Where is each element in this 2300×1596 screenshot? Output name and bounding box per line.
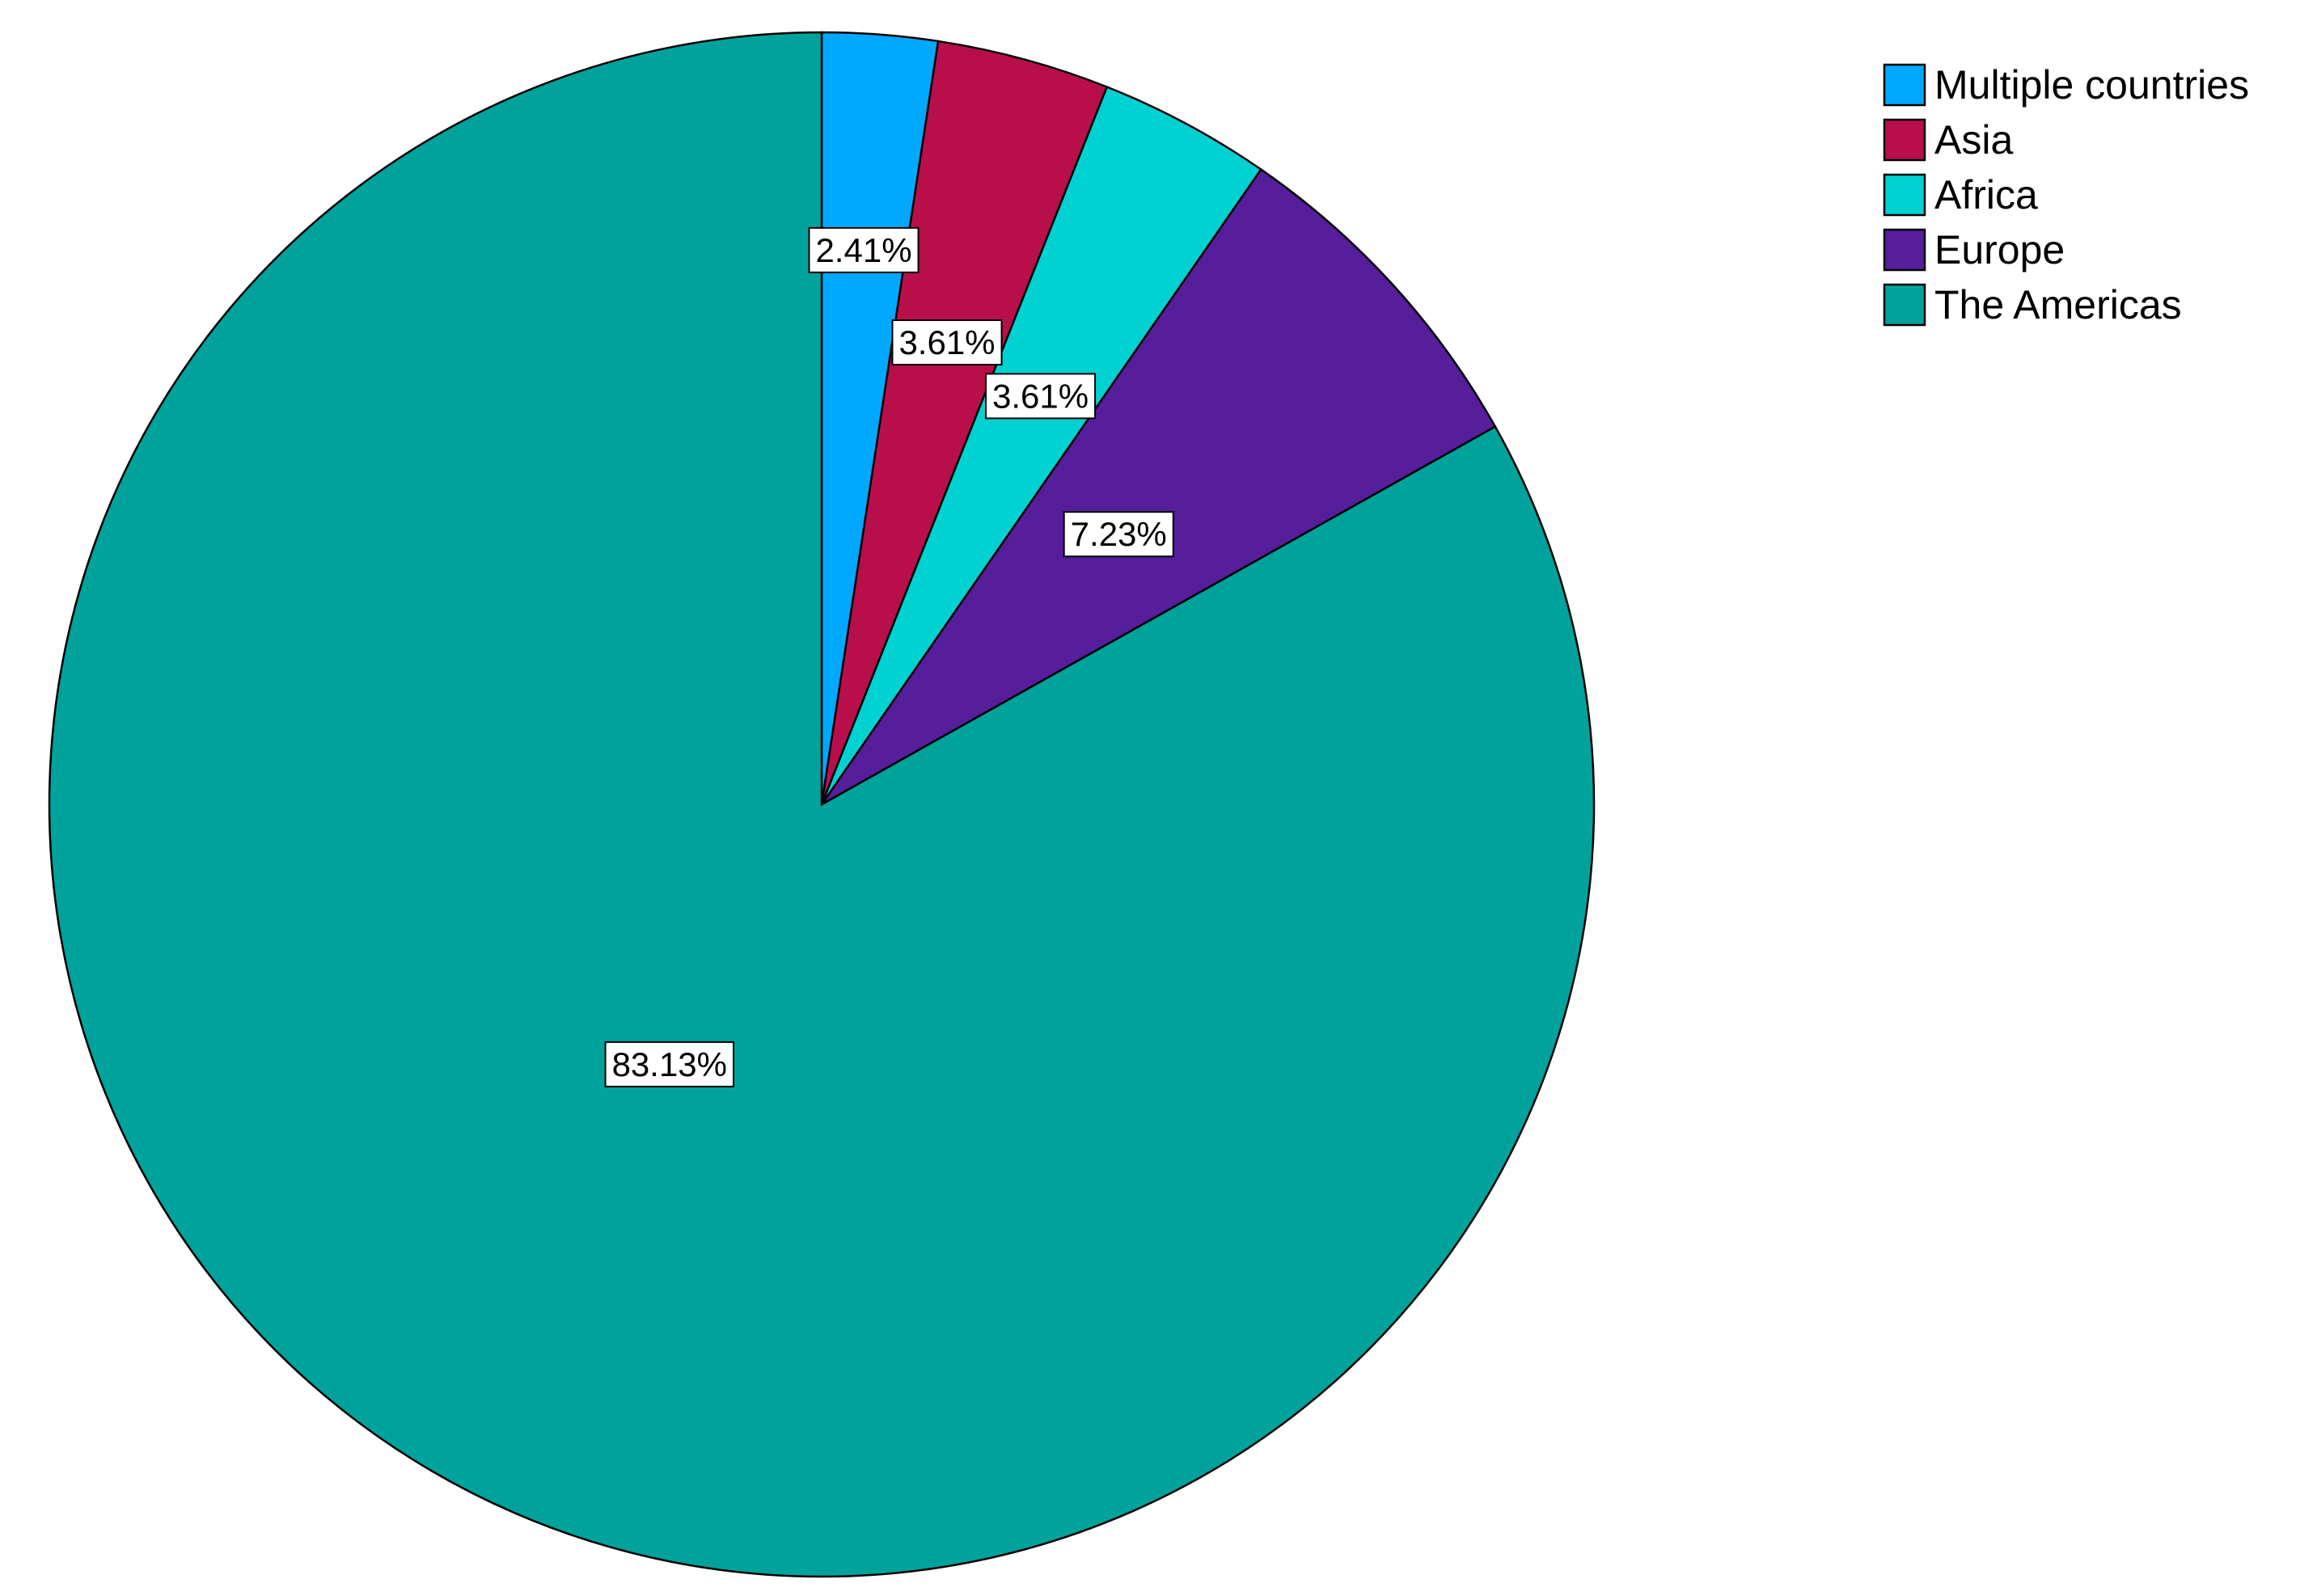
legend-swatch	[1883, 228, 1926, 272]
pie-slice-asia	[820, 40, 1109, 805]
legend: Multiple countries Asia Africa Europe The Am…	[1883, 62, 2249, 327]
pie-value-label-box	[891, 319, 1003, 366]
pie-value-label-box	[808, 226, 920, 273]
legend-label: The Americas	[1934, 282, 2182, 327]
legend-item-multiple-countries: Multiple countries	[1883, 62, 2249, 108]
pie-value-label-box	[604, 1041, 735, 1087]
pie-value-label-box	[984, 373, 1097, 420]
pie-slice-africa	[820, 85, 1263, 805]
pie-slice-europe	[820, 167, 1497, 806]
pie-value-label-box	[1063, 511, 1174, 558]
pie-value-label: 83.13%	[604, 1041, 735, 1087]
legend-item-asia: Asia	[1883, 117, 2013, 163]
pie-value-label-text: 3.61%	[992, 377, 1089, 415]
pie-value-label: 7.23%	[1063, 511, 1174, 558]
legend-label: Asia	[1934, 117, 2013, 163]
legend-label: Multiple countries	[1934, 62, 2249, 108]
legend-item-the-americas: The Americas	[1883, 282, 2182, 327]
pie-value-label-text: 83.13%	[612, 1045, 727, 1083]
legend-swatch	[1883, 118, 1926, 162]
legend-swatch	[1883, 173, 1926, 217]
pie-value-label-text: 7.23%	[1071, 515, 1167, 553]
legend-label: Europe	[1934, 227, 2065, 272]
pie-value-labels: 2.41% 3.61% 3.61% 7.23% 83.13%	[604, 226, 1174, 1087]
legend-item-europe: Europe	[1883, 227, 2065, 272]
pie-value-label-text: 2.41%	[815, 231, 911, 269]
pie-value-label: 3.61%	[891, 319, 1003, 366]
pie-value-label: 2.41%	[808, 226, 920, 273]
pie-value-label: 3.61%	[984, 373, 1097, 420]
pie-slice-the-americas	[48, 31, 1596, 1578]
legend-swatch	[1883, 283, 1926, 327]
pie-slices	[48, 31, 1596, 1578]
pie-value-label-text: 3.61%	[898, 323, 995, 361]
legend-item-africa: Africa	[1883, 172, 2038, 217]
legend-swatch	[1883, 63, 1926, 107]
legend-label: Africa	[1934, 172, 2038, 217]
